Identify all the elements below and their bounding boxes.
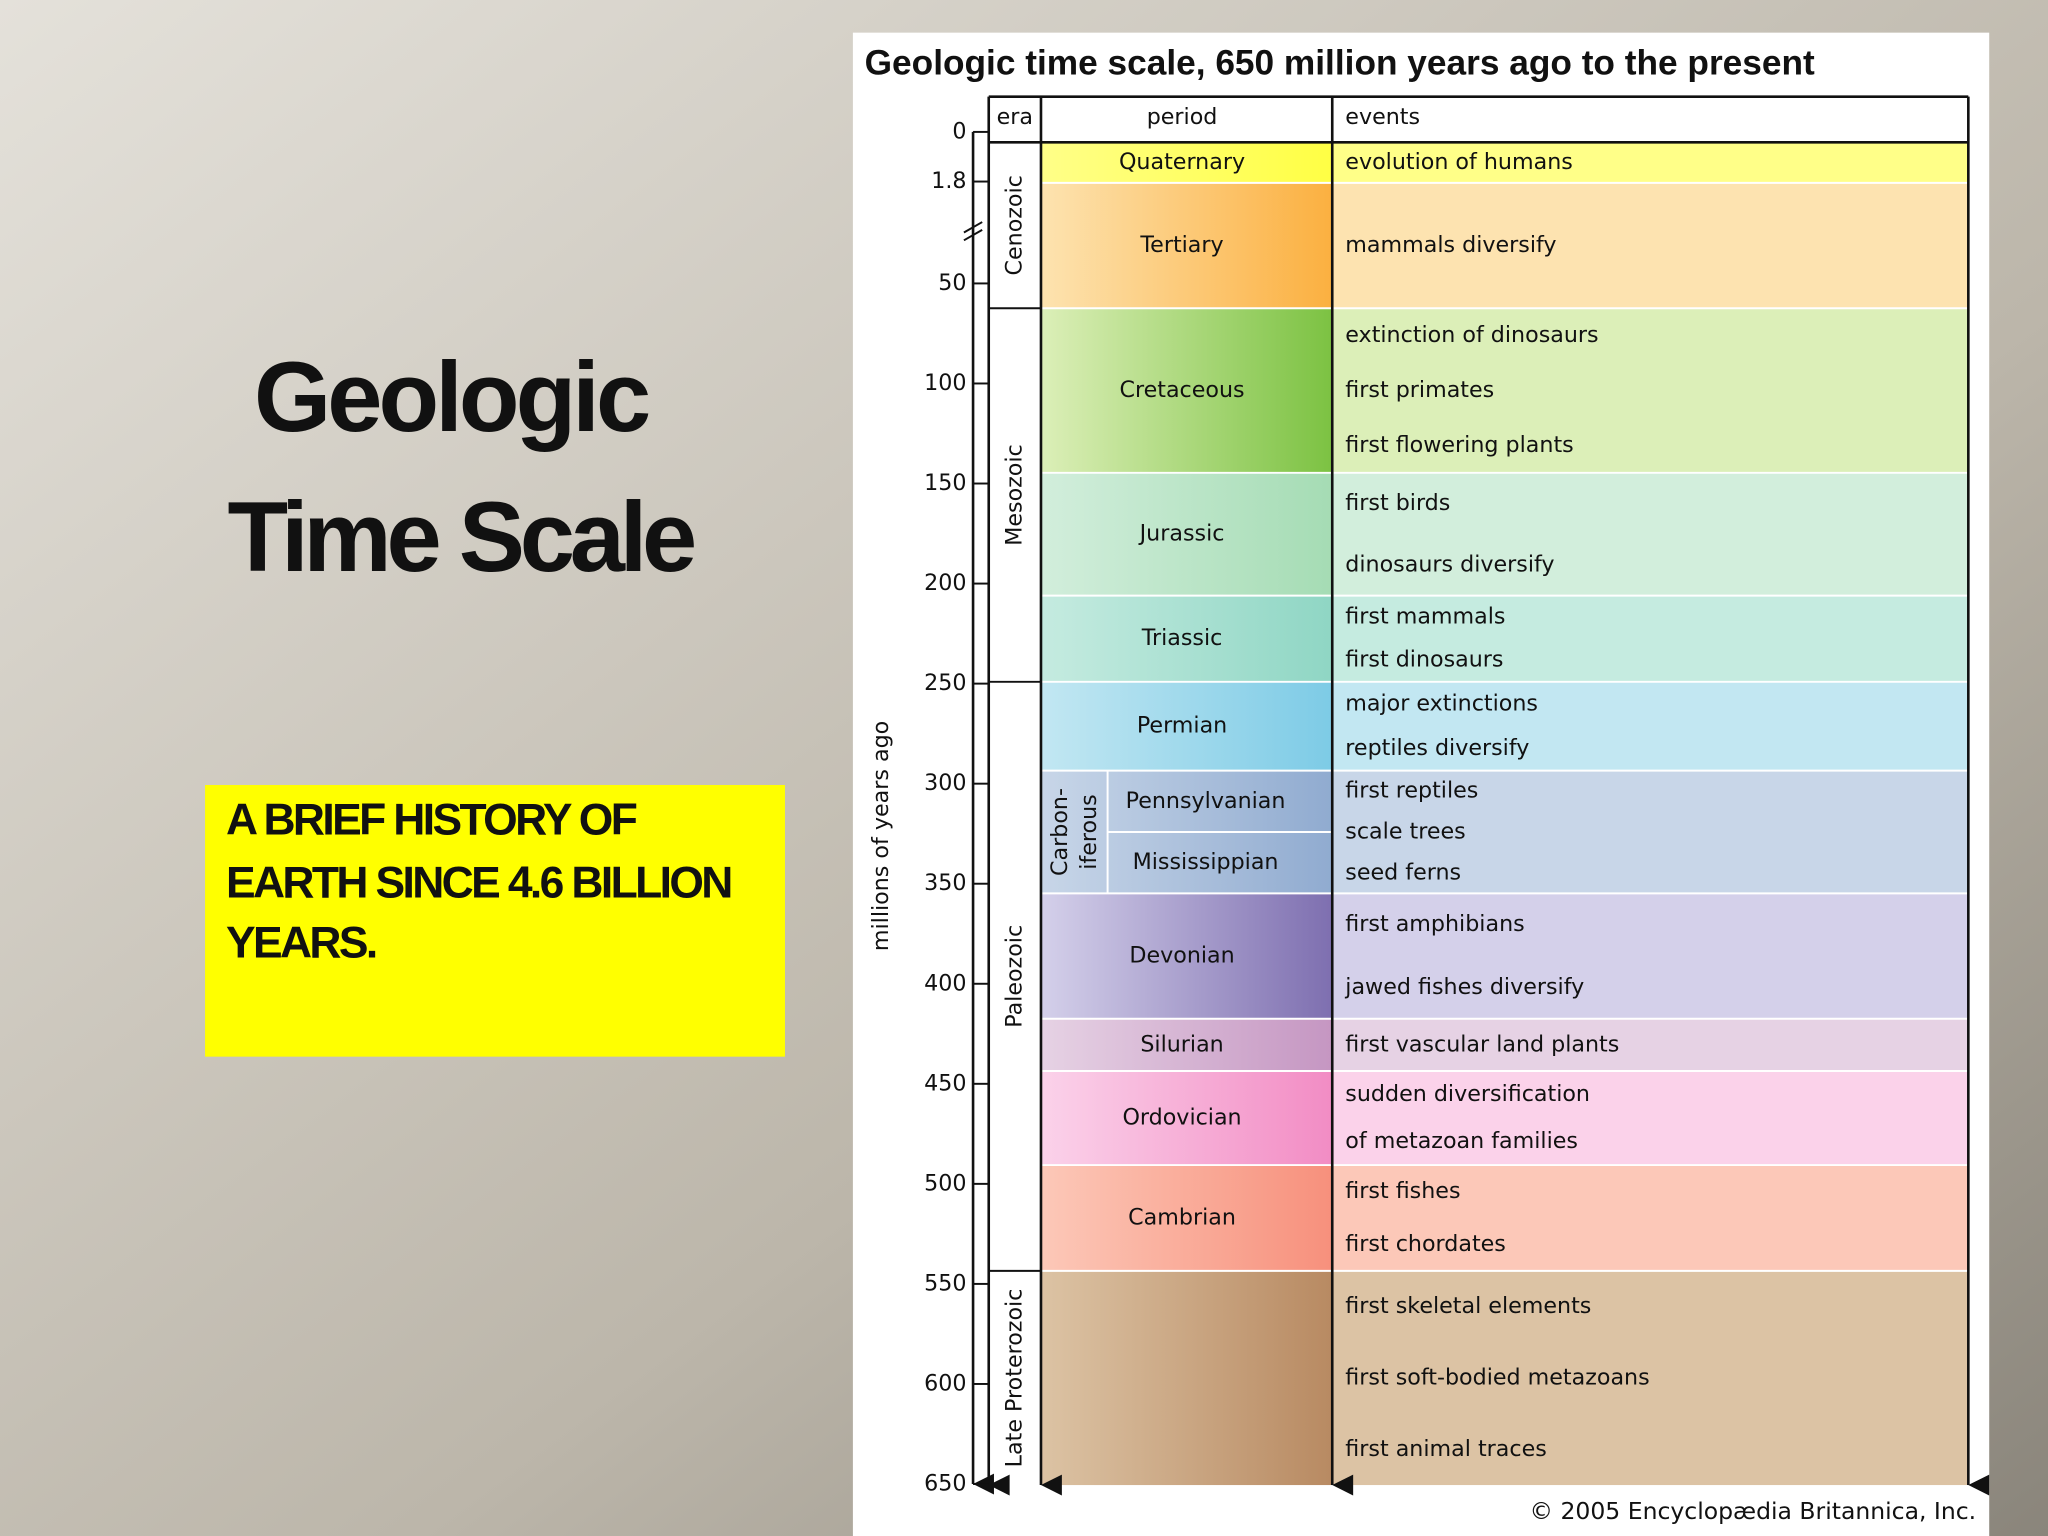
event: first soft-bodied metazoans: [1345, 1364, 1649, 1390]
event: major extinctions: [1345, 691, 1538, 717]
tick-label: 550: [924, 1270, 966, 1296]
period-cell: [1040, 142, 1333, 183]
period-cell: [1040, 595, 1333, 682]
period-cell: [1040, 1165, 1333, 1271]
event: first skeletal elements: [1345, 1293, 1591, 1319]
tick-label: 150: [924, 470, 966, 496]
period-label: Silurian: [1140, 1031, 1223, 1057]
event: of metazoan families: [1345, 1128, 1578, 1154]
period-label: Jurassic: [1138, 521, 1225, 547]
event: jawed fishes diversify: [1344, 974, 1584, 1000]
period-label: Triassic: [1141, 625, 1223, 651]
group-label: Carbon-: [1047, 788, 1073, 876]
group-label: iferous: [1076, 794, 1102, 869]
event: first birds: [1345, 490, 1450, 516]
events-cell: [1332, 1165, 1969, 1271]
period-cell: [1040, 681, 1333, 771]
tick-label: 350: [924, 870, 966, 896]
era-label: Mesozoic: [1001, 444, 1027, 546]
period-label: Cambrian: [1128, 1204, 1236, 1230]
period-label: Cretaceous: [1119, 377, 1244, 403]
subtitle-box: [205, 784, 785, 1057]
events-cell: [1332, 182, 1969, 309]
period-cell: [1040, 893, 1333, 1019]
tick-label: 450: [924, 1070, 966, 1096]
period-label: Permian: [1137, 713, 1227, 739]
event: evolution of humans: [1345, 149, 1573, 175]
period-cell: [1040, 1270, 1333, 1486]
period-cell: [1040, 308, 1333, 473]
header: era: [997, 104, 1033, 130]
era-label: Cenozoic: [1001, 175, 1027, 275]
period-cell: [1040, 472, 1333, 596]
event: first animal traces: [1345, 1436, 1547, 1462]
credit: © 2005 Encyclopædia Britannica, Inc.: [1529, 1497, 1976, 1525]
event: dinosaurs diversify: [1345, 551, 1554, 577]
event: first vascular land plants: [1345, 1031, 1619, 1057]
events-cell: [1332, 142, 1969, 183]
event: reptiles diversify: [1345, 735, 1529, 761]
events-cell: [1332, 472, 1969, 596]
period-label: Devonian: [1129, 943, 1234, 969]
tick-label: 250: [924, 670, 966, 696]
event: first fishes: [1345, 1178, 1460, 1204]
events-cell: [1332, 681, 1969, 771]
header: period: [1147, 104, 1218, 130]
tick-label: 400: [924, 970, 966, 996]
event: extinction of dinosaurs: [1345, 322, 1598, 348]
event: seed ferns: [1345, 859, 1461, 885]
header: events: [1345, 104, 1420, 130]
figure-content: Geologic time scale, 650 million years a…: [865, 44, 1990, 1525]
axis-break: [963, 221, 983, 242]
period-label: Ordovician: [1122, 1105, 1241, 1131]
subtitle: YEARS.: [226, 918, 376, 967]
tick-label: 650: [924, 1471, 966, 1497]
tick-label: 1.8: [931, 168, 966, 194]
event: mammals diversify: [1345, 232, 1556, 258]
events-cell: [1332, 1071, 1969, 1166]
tick-label: 300: [924, 770, 966, 796]
tick-label: 500: [924, 1170, 966, 1196]
event: first reptiles: [1345, 778, 1478, 804]
subtitle: EARTH SINCE 4.6 BILLION: [226, 858, 731, 907]
tick-label: 100: [924, 370, 966, 396]
event: first dinosaurs: [1345, 647, 1503, 673]
period-label: Quaternary: [1119, 149, 1245, 175]
events-cell: [1332, 308, 1969, 473]
event: scale trees: [1345, 819, 1465, 845]
event: sudden diversification: [1345, 1081, 1590, 1107]
events-cell: [1332, 770, 1969, 894]
events-cell: [1332, 1270, 1969, 1486]
event: first amphibians: [1345, 911, 1524, 937]
subtitle: A BRIEF HISTORY OF: [226, 796, 637, 845]
subperiod-label: Pennsylvanian: [1126, 788, 1286, 814]
period-label: Tertiary: [1139, 232, 1223, 258]
event: first flowering plants: [1345, 432, 1573, 458]
tick-label: 600: [924, 1370, 966, 1396]
period-cell: [1040, 1018, 1333, 1072]
era-label: Late Proterozoic: [1001, 1289, 1027, 1468]
event: first primates: [1345, 377, 1494, 403]
slide-title: Geologic: [254, 342, 649, 453]
axis-label: millions of years ago: [868, 721, 894, 951]
tick-label: 50: [938, 270, 966, 296]
era-label: Paleozoic: [1001, 925, 1027, 1028]
event: first mammals: [1345, 604, 1505, 630]
subperiod-label: Mississippian: [1133, 849, 1279, 875]
slide-title: Time Scale: [227, 482, 694, 593]
period-cell: [1040, 1071, 1333, 1166]
event: first chordates: [1345, 1231, 1506, 1257]
events-cell: [1332, 1018, 1969, 1072]
tick-label: 0: [952, 118, 966, 144]
figure-title: Geologic time scale, 650 million years a…: [865, 44, 1815, 83]
tick-label: 200: [924, 570, 966, 596]
events-cell: [1332, 595, 1969, 682]
period-cell: [1040, 182, 1333, 309]
events-cell: [1332, 893, 1969, 1019]
